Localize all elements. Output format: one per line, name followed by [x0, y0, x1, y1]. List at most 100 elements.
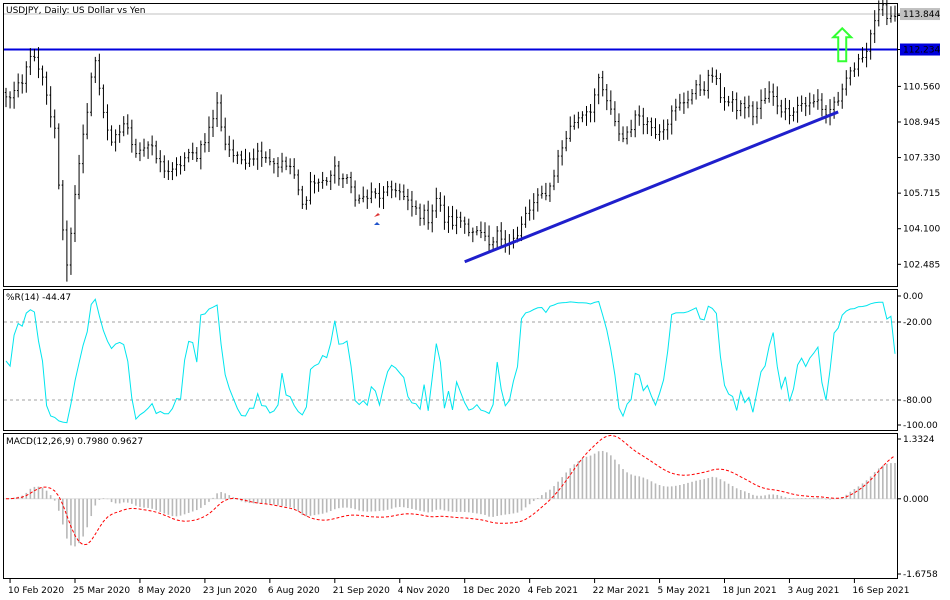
candle: [431, 204, 434, 233]
trade-marker-icon: [374, 222, 380, 225]
candle: [642, 107, 645, 135]
candle: [284, 156, 288, 171]
candle: [370, 182, 373, 204]
candle: [849, 66, 852, 86]
candle: [853, 62, 856, 78]
candle: [175, 157, 178, 177]
candle: [711, 67, 714, 83]
candle: [179, 155, 182, 175]
macd-tick-label: 0.000: [903, 495, 929, 505]
candle: [248, 152, 251, 167]
candle: [260, 141, 263, 167]
candle: [16, 73, 20, 98]
candle: [280, 152, 284, 173]
candle: [828, 99, 832, 126]
candle: [873, 10, 876, 44]
candle: [134, 138, 138, 158]
candle: [390, 180, 393, 199]
candle: [297, 169, 300, 196]
current-price-label: 113.844: [903, 10, 940, 20]
candle: [747, 95, 751, 118]
candle: [25, 61, 28, 93]
candle: [784, 97, 787, 121]
candle: [439, 192, 442, 212]
candle: [617, 113, 621, 142]
candle: [447, 206, 450, 233]
level-price-label-box: [900, 43, 940, 56]
candle: [589, 103, 592, 123]
x-tick-label: 18 Jun 2021: [723, 586, 777, 596]
candle: [536, 188, 539, 212]
level-price-label: 112.234: [903, 46, 940, 56]
candle: [418, 203, 422, 226]
arrow-up-icon: [830, 26, 854, 63]
candle: [544, 182, 548, 201]
candle: [293, 158, 296, 179]
candle: [658, 124, 661, 141]
candle: [406, 188, 410, 211]
candle: [564, 130, 568, 152]
macd-tick-label: -1.6758: [903, 570, 938, 580]
candle: [694, 79, 698, 100]
x-tick-label: 23 Jun 2020: [203, 586, 257, 596]
candle: [585, 105, 588, 126]
candle: [609, 90, 613, 115]
candle: [374, 188, 377, 199]
candle: [800, 95, 803, 112]
price-tick-label: 107.330: [903, 154, 940, 164]
candle: [219, 94, 223, 132]
candle: [268, 148, 272, 166]
candle: [224, 117, 227, 151]
candle: [569, 116, 572, 142]
candle: [877, 0, 880, 27]
candle: [199, 140, 203, 170]
candle: [540, 185, 544, 199]
candle: [232, 139, 235, 163]
candle: [654, 118, 657, 139]
candle: [394, 182, 397, 198]
candle: [443, 195, 446, 230]
candle: [341, 173, 345, 188]
candle: [463, 216, 466, 234]
candle: [613, 101, 617, 127]
candle: [240, 150, 243, 165]
candle: [735, 92, 738, 120]
candle: [73, 185, 77, 243]
candle: [812, 94, 816, 108]
wpr-tick-label: -100.00: [903, 421, 938, 431]
candle: [638, 105, 641, 126]
candle: [146, 141, 150, 159]
candle: [211, 109, 215, 137]
candle: [337, 160, 341, 186]
candle: [301, 185, 304, 209]
candle: [479, 221, 483, 239]
candle: [524, 206, 527, 228]
candle: [548, 182, 552, 202]
candle: [8, 91, 12, 109]
x-tick-label: 10 Feb 2020: [8, 586, 64, 596]
price-tick-label: 104.100: [903, 225, 940, 235]
wpr-panel-frame: [3, 289, 898, 431]
candle: [77, 154, 81, 200]
candle: [836, 91, 840, 106]
candle: [719, 73, 722, 103]
candle: [625, 126, 629, 145]
candle: [629, 119, 633, 138]
candle: [90, 72, 93, 117]
wpr-tick-label: -20.00: [903, 318, 932, 328]
candle: [106, 104, 109, 141]
candle: [414, 200, 418, 216]
candle: [195, 147, 198, 162]
candle: [682, 92, 686, 114]
candle: [698, 74, 702, 97]
candle: [666, 119, 669, 140]
candle: [869, 29, 872, 60]
candle: [215, 92, 219, 127]
candle: [824, 105, 828, 124]
candle: [57, 123, 60, 190]
candle: [118, 124, 121, 143]
candle: [435, 187, 438, 218]
candle: [816, 89, 820, 110]
